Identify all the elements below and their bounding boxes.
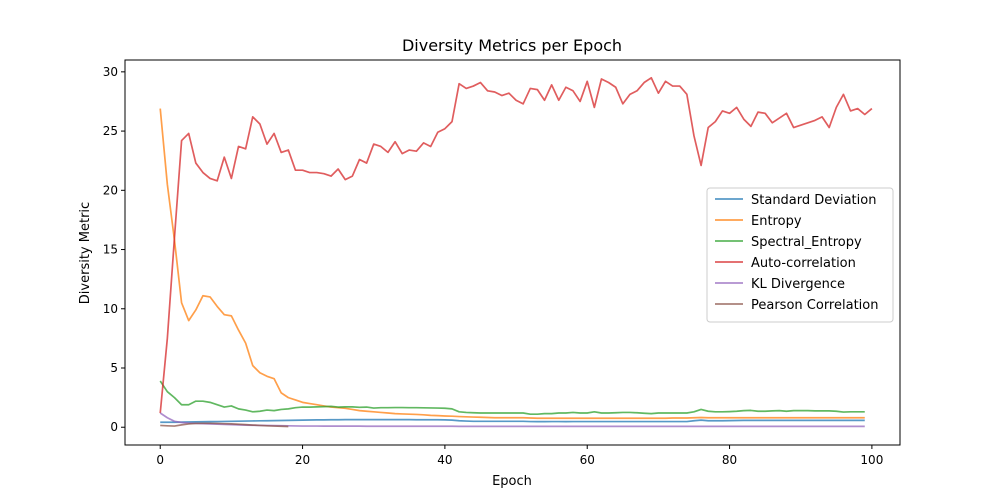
chart-title: Diversity Metrics per Epoch [402,36,622,55]
series-line-5 [160,422,289,428]
x-tick-label: 40 [437,453,452,467]
y-axis-ticks: 0 5 10 15 20 25 30 [103,65,125,434]
legend-box [706,187,894,323]
legend-label: Pearson Correlation [751,298,878,313]
legend-label: Spectral_Entropy [751,235,862,250]
x-axis-label: Epoch [492,474,532,489]
series-line-2 [159,380,865,416]
legend: Standard Deviation Entropy Spectral_Entrop… [706,187,894,323]
x-tick-label: 100 [860,453,883,467]
y-tick-label: 25 [103,124,118,138]
y-tick-label: 5 [110,361,118,375]
x-axis-ticks: 0 20 40 60 80 100 [156,445,883,467]
axes-frame [124,59,901,446]
y-tick-label: 0 [110,420,118,434]
legend-label: KL Divergence [751,277,845,292]
y-tick-label: 20 [103,183,118,197]
y-tick-label: 10 [103,302,118,316]
y-tick-label: 30 [103,65,118,79]
x-tick-label: 60 [580,453,595,467]
x-tick-label: 20 [295,453,310,467]
series-line-3 [159,76,873,414]
y-axis-label: Diversity Metric [78,202,93,304]
legend-label: Entropy [751,214,802,229]
legend-label: Standard Deviation [751,193,876,208]
legend-label: Auto-correlation [751,256,856,271]
y-tick-label: 15 [103,243,118,257]
series-line-0 [160,418,865,424]
x-tick-label: 80 [722,453,737,467]
plot-area [124,59,901,446]
x-tick-label: 0 [156,453,164,467]
series-line-1 [159,108,865,420]
